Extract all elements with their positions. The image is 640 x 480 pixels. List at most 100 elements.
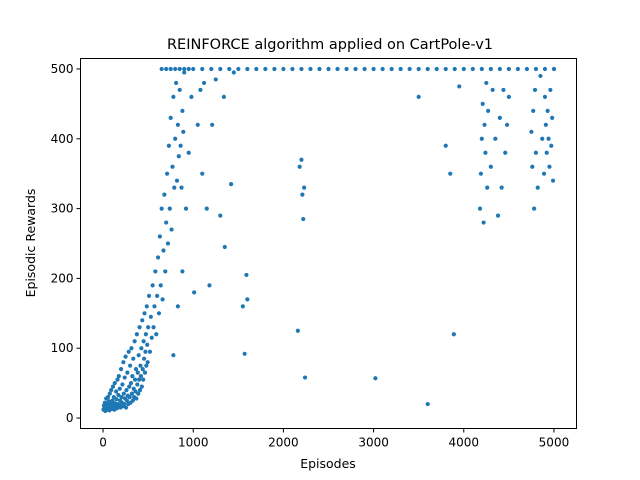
data-point <box>254 66 259 72</box>
data-point <box>128 381 134 386</box>
data-point <box>156 311 162 316</box>
data-point <box>244 272 249 278</box>
x-tick-label: 5000 <box>539 436 570 450</box>
data-point <box>115 377 120 382</box>
data-point <box>158 283 163 288</box>
data-point <box>550 178 556 183</box>
data-point <box>160 297 165 302</box>
data-point <box>139 346 144 351</box>
y-tick-label: 100 <box>51 341 74 355</box>
data-point <box>133 367 139 372</box>
data-point <box>213 77 218 82</box>
data-point <box>122 375 127 380</box>
y-tick-label: 300 <box>51 202 74 216</box>
data-point <box>484 80 489 86</box>
data-point <box>131 356 136 361</box>
data-point <box>236 66 241 72</box>
x-tick-label: 4000 <box>448 436 479 450</box>
data-point <box>124 388 129 393</box>
data-point <box>142 370 148 375</box>
data-point <box>290 66 295 72</box>
data-point <box>120 382 125 387</box>
data-point <box>299 66 304 72</box>
data-point <box>443 143 448 148</box>
data-point <box>542 94 548 99</box>
data-point <box>461 66 466 72</box>
data-point <box>141 356 147 361</box>
data-point <box>209 66 214 72</box>
data-point <box>109 388 114 393</box>
data-point <box>123 405 129 410</box>
data-point <box>541 171 547 176</box>
data-point <box>170 164 175 169</box>
data-point <box>121 360 126 365</box>
data-point <box>353 66 358 72</box>
data-point <box>245 297 250 302</box>
data-point <box>182 66 187 72</box>
data-point <box>549 143 554 148</box>
data-point <box>300 192 305 197</box>
data-point <box>138 374 144 379</box>
data-point <box>452 66 457 72</box>
data-point <box>218 66 223 72</box>
data-point <box>221 94 226 99</box>
data-point <box>116 392 121 398</box>
data-point <box>542 66 548 72</box>
data-point <box>548 87 553 93</box>
data-point <box>497 115 502 120</box>
y-tick-label: 500 <box>51 62 74 76</box>
x-tick-label: 1000 <box>178 436 209 450</box>
data-point <box>245 66 250 72</box>
y-tick-label: 400 <box>51 132 74 146</box>
data-point <box>145 342 150 347</box>
data-point <box>128 363 133 368</box>
data-point <box>448 171 453 176</box>
data-point <box>136 353 141 358</box>
data-point <box>125 370 130 375</box>
data-point <box>172 185 177 190</box>
data-point <box>132 377 138 382</box>
data-point <box>173 136 178 141</box>
data-point <box>506 94 511 99</box>
data-point <box>499 185 504 190</box>
data-point <box>171 94 176 99</box>
data-point <box>152 304 157 309</box>
data-point <box>207 283 212 288</box>
data-point <box>295 328 300 333</box>
data-point <box>117 386 122 391</box>
data-point <box>504 122 510 127</box>
data-point <box>180 269 185 274</box>
data-point <box>169 227 174 232</box>
data-point <box>129 346 134 351</box>
data-point <box>159 206 164 211</box>
data-point <box>482 122 487 127</box>
data-point <box>506 66 511 72</box>
data-point <box>227 66 232 72</box>
data-point <box>380 66 385 72</box>
data-point <box>457 84 462 89</box>
data-point <box>110 384 116 389</box>
data-point <box>501 87 506 93</box>
data-point <box>485 185 490 190</box>
data-point <box>165 241 171 246</box>
data-point <box>134 332 139 337</box>
data-point <box>127 384 132 389</box>
data-point <box>490 87 495 93</box>
data-point <box>157 234 162 239</box>
data-point <box>144 363 149 368</box>
data-point <box>161 248 166 253</box>
x-tick-label: 0 <box>99 436 107 450</box>
x-axis: 0 1000 2000 3000 4000 5000 <box>99 428 570 450</box>
data-point <box>231 70 236 75</box>
data-point <box>182 70 187 75</box>
data-point <box>122 401 127 407</box>
data-point <box>132 339 137 344</box>
data-point <box>398 66 403 72</box>
data-point <box>478 171 484 176</box>
data-point <box>129 391 134 396</box>
data-point <box>488 66 493 72</box>
data-point <box>142 311 147 316</box>
data-point <box>145 360 150 365</box>
data-point <box>175 304 180 309</box>
data-point <box>163 269 168 274</box>
